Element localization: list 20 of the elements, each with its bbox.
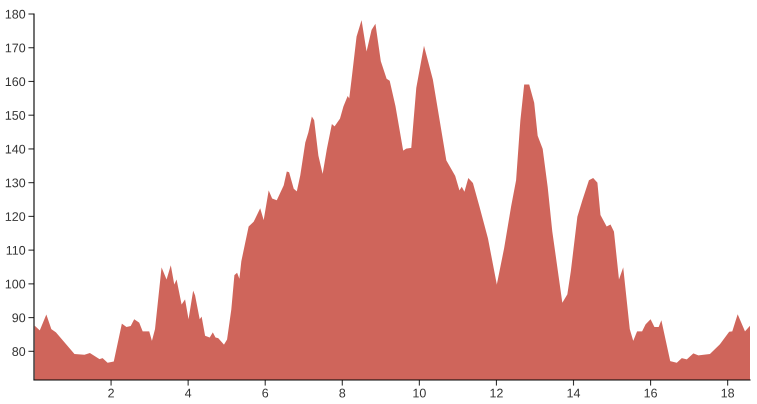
- y-tick-label: 100: [6, 280, 26, 289]
- x-tick-label: 8: [339, 388, 346, 398]
- x-tick-label: 4: [184, 388, 192, 398]
- y-tick-label: 160: [6, 77, 26, 86]
- y-tick-label: 80: [12, 347, 26, 356]
- y-tick-label: 170: [6, 44, 26, 52]
- y-tick-label: 180: [6, 10, 26, 19]
- x-tick-label: 2: [108, 388, 114, 398]
- x-tick-label: 10: [413, 388, 426, 398]
- y-tick-label: 140: [6, 144, 26, 154]
- x-tick-label: 6: [262, 388, 268, 398]
- x-tick-label: 16: [644, 388, 657, 398]
- y-tick-label: 90: [12, 313, 26, 322]
- y-tick-label: 130: [6, 178, 26, 188]
- x-tick-label: 18: [722, 388, 734, 398]
- y-tick-label: 150: [6, 111, 26, 120]
- x-tick-label: 12: [490, 388, 503, 398]
- y-tick-label: 120: [6, 212, 26, 222]
- x-tick-label: 14: [568, 388, 580, 398]
- y-tick-label: 110: [6, 246, 26, 255]
